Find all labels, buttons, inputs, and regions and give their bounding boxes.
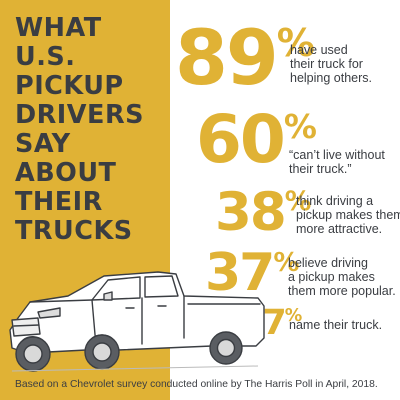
headline-line: WHAT: [15, 13, 102, 43]
stat-number: 37%: [205, 243, 300, 303]
headline-line: U.S.: [15, 42, 76, 72]
stat-description: “can’t live without their truck.”: [289, 148, 385, 176]
pickup-truck-illustration: [9, 271, 265, 372]
stat-description: think driving a pickup makes them more a…: [296, 194, 400, 236]
headline-line: THEIR: [15, 187, 103, 217]
stat-number: 89%: [175, 13, 315, 102]
headline-line: DRIVERS: [15, 100, 144, 130]
headline: WHAT U.S. PICKUP DRIVERS SAY ABOUT THEIR…: [15, 14, 170, 246]
stat-number: 60%: [196, 101, 317, 178]
footnote: Based on a Chevrolet survey conducted on…: [15, 379, 378, 390]
stat-number: 38%: [215, 182, 312, 243]
stat-description: name their truck.: [289, 318, 383, 332]
headline-line: TRUCKS: [15, 216, 133, 246]
stat-description: have used their truck for helping others…: [290, 43, 373, 85]
headline-line: ABOUT: [15, 158, 117, 188]
headline-line: PICKUP: [15, 71, 124, 101]
headline-line: SAY: [15, 129, 71, 159]
stat-description: believe driving a pickup makes them more…: [288, 256, 396, 298]
